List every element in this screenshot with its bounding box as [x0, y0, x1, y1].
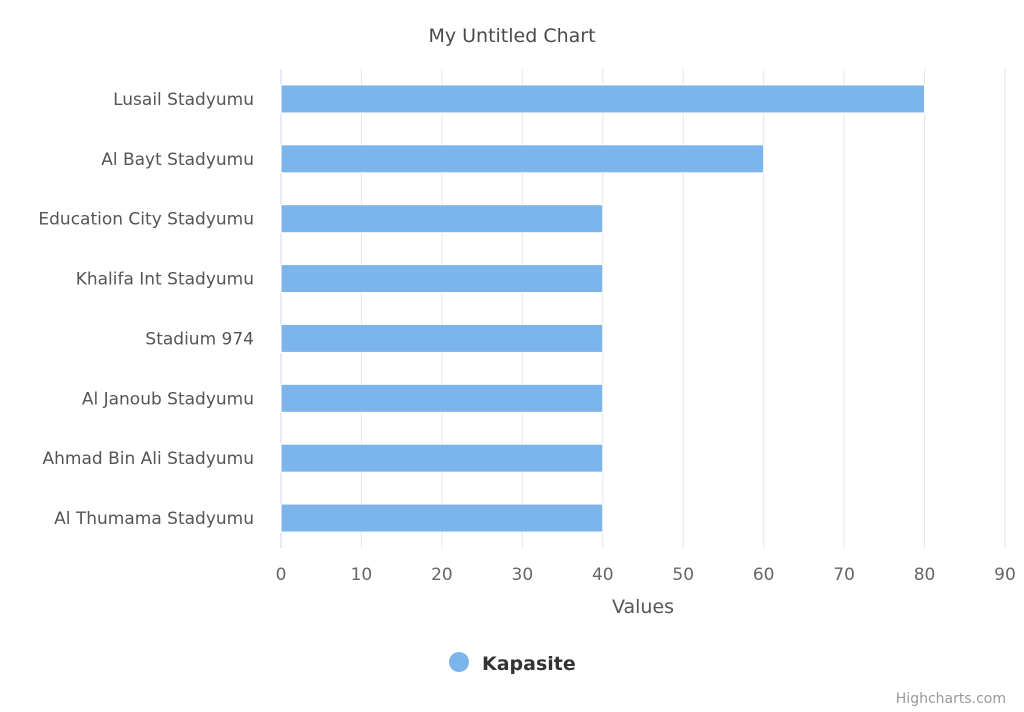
- bar[interactable]: [280, 204, 604, 234]
- category-label: Stadium 974: [145, 329, 254, 349]
- credits-link[interactable]: Highcharts.com: [896, 691, 1006, 707]
- grid-lines: [280, 69, 1006, 548]
- tick-label: 60: [753, 565, 775, 585]
- bar[interactable]: [280, 264, 604, 294]
- bar[interactable]: [280, 443, 604, 473]
- category-label: Al Bayt Stadyumu: [101, 150, 254, 170]
- bar[interactable]: [280, 144, 765, 174]
- category-label: Education City Stadyumu: [38, 210, 254, 230]
- tick-label: 50: [672, 565, 694, 585]
- legend-marker: [449, 652, 469, 672]
- category-label: Al Janoub Stadyumu: [82, 389, 254, 409]
- legend[interactable]: Kapasite: [449, 652, 576, 675]
- category-label: Lusail Stadyumu: [113, 90, 254, 110]
- tick-label: 40: [592, 565, 614, 585]
- tick-label: 10: [351, 565, 373, 585]
- bar[interactable]: [280, 84, 926, 114]
- tick-label: 30: [512, 565, 534, 585]
- chart-title: My Untitled Chart: [428, 25, 595, 47]
- bar[interactable]: [280, 503, 604, 533]
- tick-label: 70: [833, 565, 855, 585]
- tick-label: 0: [276, 565, 287, 585]
- category-labels: Lusail Stadyumu Al Bayt Stadyumu Education…: [38, 90, 254, 529]
- bars: [280, 84, 926, 533]
- bar[interactable]: [280, 383, 604, 413]
- tick-label: 90: [994, 565, 1016, 585]
- tick-label: 80: [914, 565, 936, 585]
- bar[interactable]: [280, 323, 604, 353]
- value-tick-labels: 0 10 20 30 40 50 60 70 80 90: [276, 565, 1016, 585]
- category-label: Ahmad Bin Ali Stadyumu: [43, 449, 254, 469]
- tick-label: 20: [431, 565, 453, 585]
- category-label: Al Thumama Stadyumu: [54, 509, 254, 529]
- category-label: Khalifa Int Stadyumu: [76, 270, 254, 290]
- legend-label[interactable]: Kapasite: [482, 653, 576, 675]
- value-axis-title: Values: [612, 596, 674, 618]
